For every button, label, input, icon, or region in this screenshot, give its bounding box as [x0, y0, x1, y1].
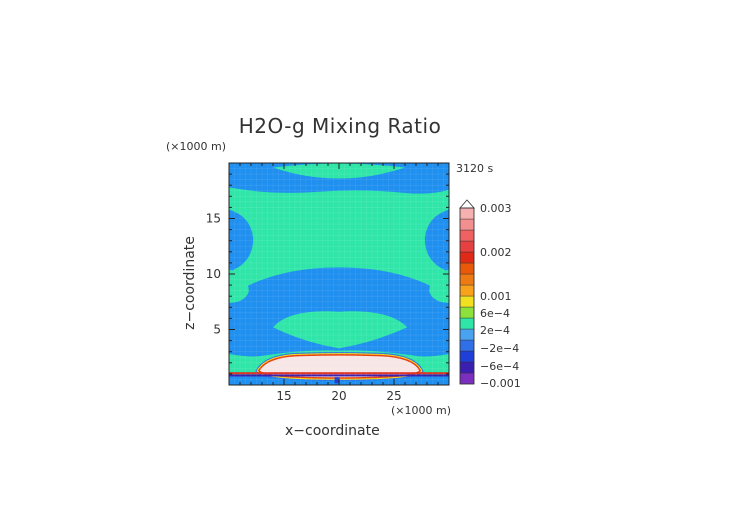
plume-band-1 [229, 187, 449, 297]
colorbar-swatch [459, 350, 475, 363]
plume-band-4 [273, 311, 408, 349]
colorbar-swatch [459, 229, 475, 242]
colorbar-label: −0.001 [480, 377, 521, 390]
plume-band-2 [229, 269, 249, 303]
plume-band-0 [273, 163, 405, 179]
colorbar-swatch [459, 218, 475, 231]
field-layer [229, 163, 449, 385]
colorbar-label: −6e−4 [480, 360, 519, 373]
time-label: 3120 s [456, 162, 494, 175]
colorbar-swatch [459, 339, 475, 352]
colorbar-label: 2e−4 [480, 324, 510, 337]
colorbar-frame [459, 207, 475, 385]
x-tick-label: 25 [386, 389, 401, 403]
plume-band-3 [429, 269, 449, 303]
colorbar-swatch [459, 240, 475, 253]
colorbar-swatch [459, 317, 475, 330]
colorbar-swatch [459, 295, 475, 308]
colorbar-label: −2e−4 [480, 342, 519, 355]
colorbar-swatch [459, 251, 475, 264]
colorbar-swatch [459, 306, 475, 319]
z-unit-label: (×1000 m) [166, 140, 227, 153]
colorbar-swatch [459, 372, 475, 385]
colorbar-swatch [459, 262, 475, 275]
surface-blob [259, 355, 420, 378]
colorbar-swatch [459, 328, 475, 341]
colorbar-label: 0.002 [480, 246, 512, 259]
x-axis-label: x−coordinate [285, 423, 380, 439]
colorbar-label: 6e−4 [480, 307, 510, 320]
colorbar-swatch [459, 207, 475, 220]
colorbar-label: 0.003 [480, 202, 512, 215]
x-unit-label: (×1000 m) [391, 404, 452, 417]
colorbar-extend-arrow [459, 199, 475, 209]
surface-line-purple [229, 374, 449, 377]
y-tick-label: 10 [206, 267, 221, 281]
x-tick-label: 15 [276, 389, 291, 403]
y-tick-label: 5 [213, 323, 221, 337]
surface-stem [334, 377, 340, 384]
colorbar-swatch [459, 361, 475, 374]
y-tick-label: 15 [206, 212, 221, 226]
colorbar-label: 0.001 [480, 290, 512, 303]
chart-title: H2O-g Mixing Ratio [238, 114, 442, 138]
surface-line-red [229, 372, 449, 375]
colorbar-swatch [459, 284, 475, 297]
colorbar-swatch [459, 273, 475, 286]
x-tick-label: 20 [331, 389, 346, 403]
